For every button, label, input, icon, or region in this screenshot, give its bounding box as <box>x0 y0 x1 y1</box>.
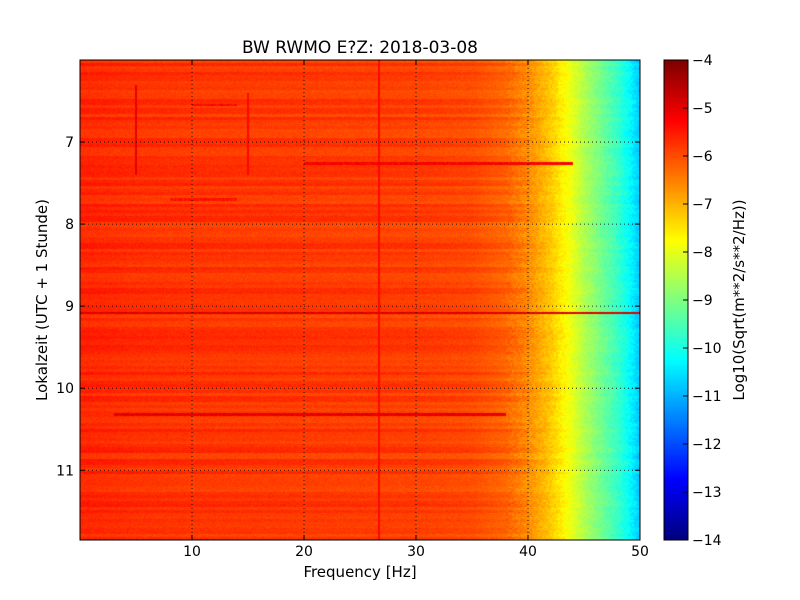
y-tick-label: 11 <box>56 463 74 479</box>
colorbar: −4 −5 −6 −7 −8 −9 −10 −11 −12 −13 −14 Log10(Sqrt(m… <box>663 53 748 549</box>
plot-area: 10 20 30 40 50 7 8 9 10 11 <box>56 59 649 560</box>
colorbar-tick-label: −5 <box>692 101 713 117</box>
colorbar-tick-label: −10 <box>692 341 722 357</box>
y-axis-ticks: 7 8 9 10 11 <box>56 135 640 479</box>
y-axis-label: Lokalzeit (UTC + 1 Stunde) <box>33 199 51 401</box>
x-tick-label: 40 <box>519 544 537 560</box>
x-tick-label: 50 <box>631 544 649 560</box>
x-tick-label: 20 <box>295 544 313 560</box>
colorbar-ticks: −4 −5 −6 −7 −8 −9 −10 −11 −12 −13 −14 <box>683 53 722 549</box>
x-tick-label: 10 <box>183 544 201 560</box>
chart-title: BW RWMO E?Z: 2018-03-08 <box>242 38 478 58</box>
x-axis-ticks: 10 20 30 40 50 <box>183 60 649 560</box>
x-axis-label: Frequency [Hz] <box>303 563 416 581</box>
spectrogram-heatmap <box>80 60 640 540</box>
plot-frame <box>79 59 641 541</box>
y-tick-label: 8 <box>65 217 74 233</box>
colorbar-tick-label: −13 <box>692 485 722 501</box>
y-tick-label: 9 <box>65 299 74 315</box>
colorbar-tick-label: −12 <box>692 437 722 453</box>
y-tick-label: 7 <box>65 135 74 151</box>
colorbar-label: Log10(Sqrt(m**2/s**2/Hz)) <box>730 199 748 400</box>
colorbar-tick-label: −6 <box>692 149 713 165</box>
colorbar-tick-label: −7 <box>692 197 713 213</box>
colorbar-tick-label: −8 <box>692 245 713 261</box>
y-tick-label: 10 <box>56 381 74 397</box>
colorbar-tick-label: −14 <box>692 533 722 549</box>
colorbar-tick-label: −4 <box>692 53 713 69</box>
x-tick-label: 30 <box>407 544 425 560</box>
colorbar-tick-label: −11 <box>692 389 722 405</box>
colorbar-tick-label: −9 <box>692 293 713 309</box>
